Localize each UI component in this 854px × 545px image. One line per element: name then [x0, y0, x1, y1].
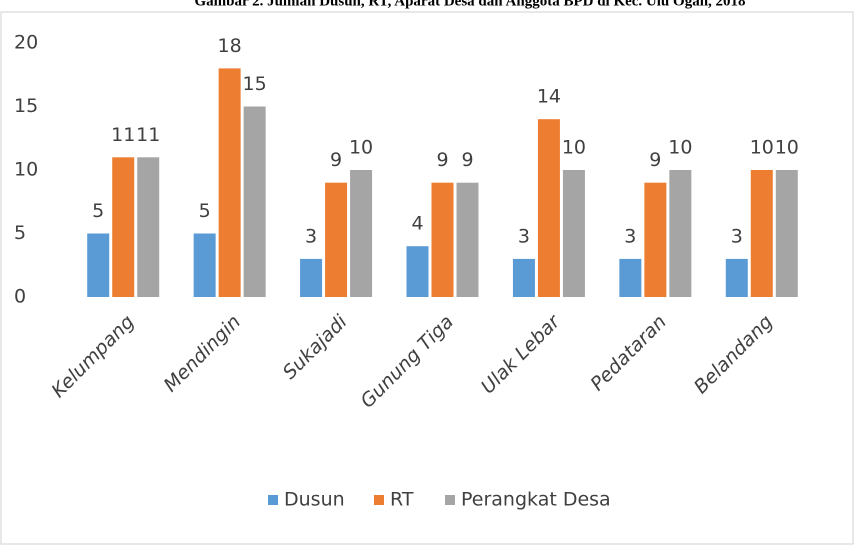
data-label: 9 [649, 149, 661, 171]
data-label: 14 [537, 86, 561, 108]
data-label: 11 [136, 124, 160, 146]
bar [137, 157, 160, 297]
x-tick-label: Ulak Lebar [477, 310, 565, 398]
data-label: 10 [750, 137, 774, 159]
bar [512, 258, 535, 297]
data-label: 11 [111, 124, 135, 146]
data-label: 9 [461, 149, 473, 171]
data-label: 3 [305, 225, 317, 247]
y-tick-label: 0 [14, 286, 26, 308]
bar [406, 246, 429, 297]
x-tick-label: Belandang [690, 311, 777, 398]
x-tick-label: Sukajadi [279, 310, 352, 383]
data-label: 9 [330, 149, 342, 171]
data-label: 10 [562, 137, 586, 159]
bar [644, 182, 667, 297]
data-label: 15 [243, 73, 267, 95]
data-label: 5 [92, 200, 104, 222]
bar [669, 170, 692, 297]
y-tick-label: 20 [14, 32, 38, 54]
bar [87, 233, 110, 297]
x-tick-label: Kelumpang [47, 311, 138, 402]
bar [325, 182, 348, 297]
y-tick-label: 10 [14, 159, 38, 181]
legend-label: Perangkat Desa [461, 489, 611, 511]
data-label: 9 [436, 149, 448, 171]
bar [112, 157, 135, 297]
chart-border [0, 11, 854, 545]
data-label: 10 [668, 137, 692, 159]
x-tick-label: Gunung Tiga [356, 311, 458, 413]
data-label: 10 [775, 137, 799, 159]
bar [350, 170, 373, 297]
bar [562, 170, 585, 297]
data-label: 4 [411, 213, 423, 235]
legend-swatch [268, 495, 278, 505]
bar [243, 106, 266, 297]
bar [456, 182, 479, 297]
y-tick-label: 15 [14, 95, 38, 117]
data-label: 3 [518, 225, 530, 247]
data-label: 10 [349, 137, 373, 159]
bar [431, 182, 454, 297]
y-tick-label: 5 [14, 222, 26, 244]
bar [775, 170, 798, 297]
bar [619, 258, 642, 297]
bar [750, 170, 773, 297]
legend-swatch [374, 495, 384, 505]
bar [725, 258, 748, 297]
chart-title: Gambar 2. Jumlah Dusun, RT, Aparat Desa … [194, 0, 745, 9]
data-label: 3 [731, 225, 743, 247]
data-label: 3 [624, 225, 636, 247]
bar [300, 258, 323, 297]
bar [537, 119, 560, 297]
bar [193, 233, 216, 297]
data-label: 5 [199, 200, 211, 222]
data-label: 18 [218, 35, 242, 57]
x-tick-label: Mendingin [160, 311, 245, 396]
legend-label: Dusun [284, 489, 345, 511]
legend-swatch [445, 495, 455, 505]
legend-label: RT [390, 489, 414, 511]
x-tick-label: Pedataran [586, 311, 670, 395]
bar [218, 68, 241, 298]
